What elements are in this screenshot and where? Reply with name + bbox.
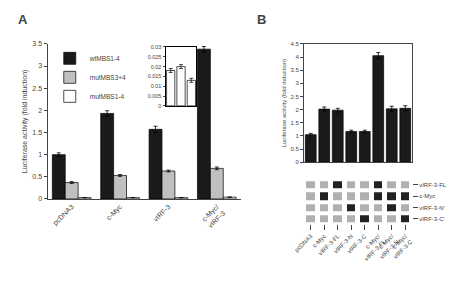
svg-text:4: 4 (295, 54, 299, 60)
svg-text:3.5: 3.5 (32, 40, 42, 47)
svg-text:c-Myc/vIRF-3: c-Myc/vIRF-3 (200, 203, 226, 229)
svg-text:3.5: 3.5 (290, 67, 299, 73)
svg-text:0.5: 0.5 (32, 173, 42, 180)
svg-text:0.5: 0.5 (290, 146, 299, 152)
svg-text:2: 2 (38, 107, 42, 114)
svg-text:vIRF-3-N': vIRF-3-N' (419, 205, 444, 211)
svg-text:c-Myc/vIRF-3-FL: c-Myc/vIRF-3-FL (358, 233, 387, 262)
svg-text:vIRF-3-C': vIRF-3-C' (419, 216, 444, 222)
svg-text:0.01: 0.01 (151, 83, 162, 89)
svg-text:3: 3 (38, 62, 42, 69)
svg-text:vIRF-3: vIRF-3 (152, 203, 172, 223)
svg-text:wtMBS1-4: wtMBS1-4 (89, 55, 120, 62)
svg-text:pcDNA3: pcDNA3 (51, 203, 75, 227)
svg-text:0.03: 0.03 (151, 44, 162, 50)
svg-text:c-Myc: c-Myc (312, 233, 328, 249)
svg-text:0.02: 0.02 (151, 64, 162, 70)
svg-text:2: 2 (295, 107, 299, 113)
svg-text:vIRF-3-FL: vIRF-3-FL (317, 233, 341, 257)
svg-text:vIRF-3-N: vIRF-3-N (333, 233, 354, 254)
svg-text:c-Myc: c-Myc (105, 203, 124, 222)
svg-text:0.025: 0.025 (148, 54, 162, 60)
svg-text:Luciferase activity (fold indu: Luciferase activity (fold induction) (21, 70, 29, 174)
svg-text:A: A (18, 12, 28, 27)
svg-text:c-Myc: c-Myc (419, 193, 435, 199)
svg-text:2.5: 2.5 (32, 85, 42, 92)
svg-text:Luciferase activity (fold indu: Luciferase activity (fold induction) (281, 59, 287, 148)
svg-text:vIRF-3-FL: vIRF-3-FL (419, 182, 447, 188)
svg-text:0.015: 0.015 (148, 73, 162, 79)
svg-text:B: B (257, 12, 266, 27)
svg-text:0.005: 0.005 (148, 93, 162, 99)
svg-text:1: 1 (295, 133, 299, 139)
svg-text:vIRF-3-C: vIRF-3-C (346, 233, 368, 255)
svg-text:0: 0 (295, 159, 299, 165)
svg-text:4.5: 4.5 (290, 41, 299, 47)
svg-text:c-Myc/vIRF-3-N: c-Myc/vIRF-3-N (373, 233, 400, 260)
svg-text:c-Myc/vIRF-3-C: c-Myc/vIRF-3-C (387, 233, 414, 260)
svg-text:1.5: 1.5 (290, 120, 299, 126)
svg-text:0: 0 (38, 195, 42, 202)
svg-text:mutMBS1-4: mutMBS1-4 (90, 93, 125, 100)
svg-text:1: 1 (38, 151, 42, 158)
svg-text:0: 0 (158, 103, 161, 109)
svg-text:2.5: 2.5 (290, 94, 299, 100)
svg-text:mutMBS3+4: mutMBS3+4 (90, 74, 126, 81)
svg-text:3: 3 (295, 80, 299, 86)
svg-text:1.5: 1.5 (32, 129, 42, 136)
svg-text:pcDNA3: pcDNA3 (294, 233, 315, 254)
